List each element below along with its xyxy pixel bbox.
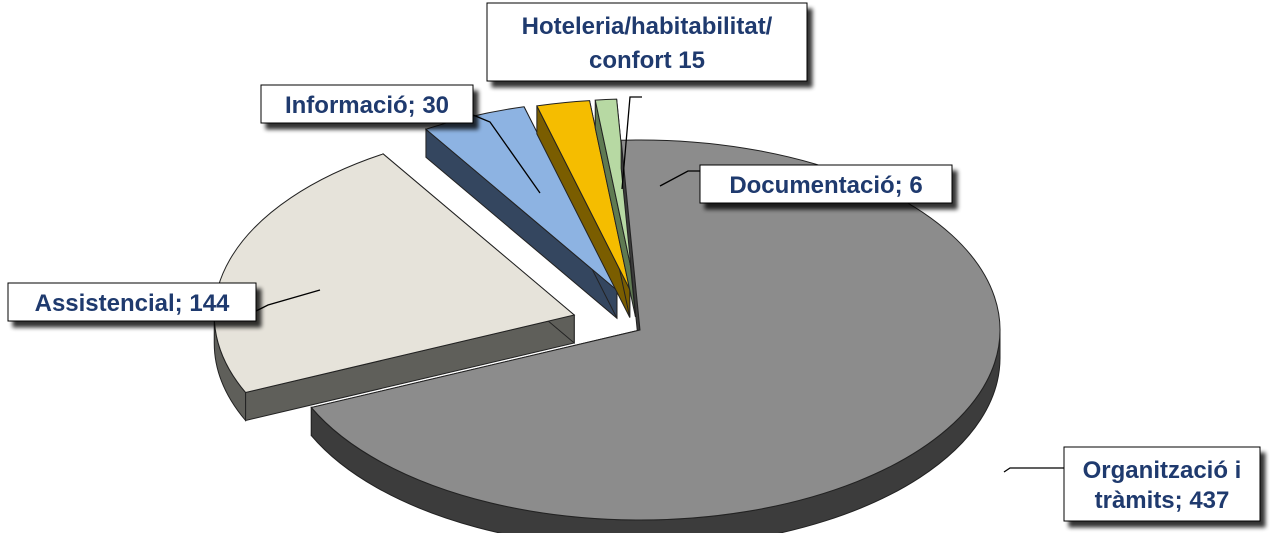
label-text: confort 15 [589,47,705,74]
slice-top [594,98,636,289]
leader-lines [255,96,1064,473]
slice-label: Documentació; 6 [699,164,953,204]
slice-label: Assistencial; 144 [7,282,257,322]
leader-line [472,114,541,194]
pie-slice [310,139,1001,533]
slice-label: Informació; 30 [260,84,474,124]
label-text: Assistencial; 144 [35,290,230,317]
pie-slices [213,98,1001,533]
pie-slice [213,152,576,422]
label-text: Documentació; 6 [729,172,922,199]
slice-label: Organització i tràmits; 437 [1063,446,1261,522]
label-box [260,84,474,124]
label-text: Hoteleria/habitabilitat/ [522,13,773,40]
slice-top [213,153,576,394]
label-box [7,282,257,322]
slice-label: Hoteleria/habitabilitat/confort 15 [486,2,808,82]
leader-line [1003,467,1064,473]
leader-line [621,96,642,190]
label-text: Organització i [1083,457,1242,484]
pie-slice [536,100,631,318]
label-box [1063,446,1261,522]
label-text: Informació; 30 [285,92,449,119]
label-text: tràmits; 437 [1095,487,1230,514]
leader-line [255,289,321,312]
label-box [486,2,808,82]
slice-labels: Organització i tràmits; 437 Assistencial; … [7,2,1261,522]
leader-line [659,170,700,187]
slice-top [536,100,631,290]
pie-slice [424,106,618,320]
label-box [699,164,953,204]
